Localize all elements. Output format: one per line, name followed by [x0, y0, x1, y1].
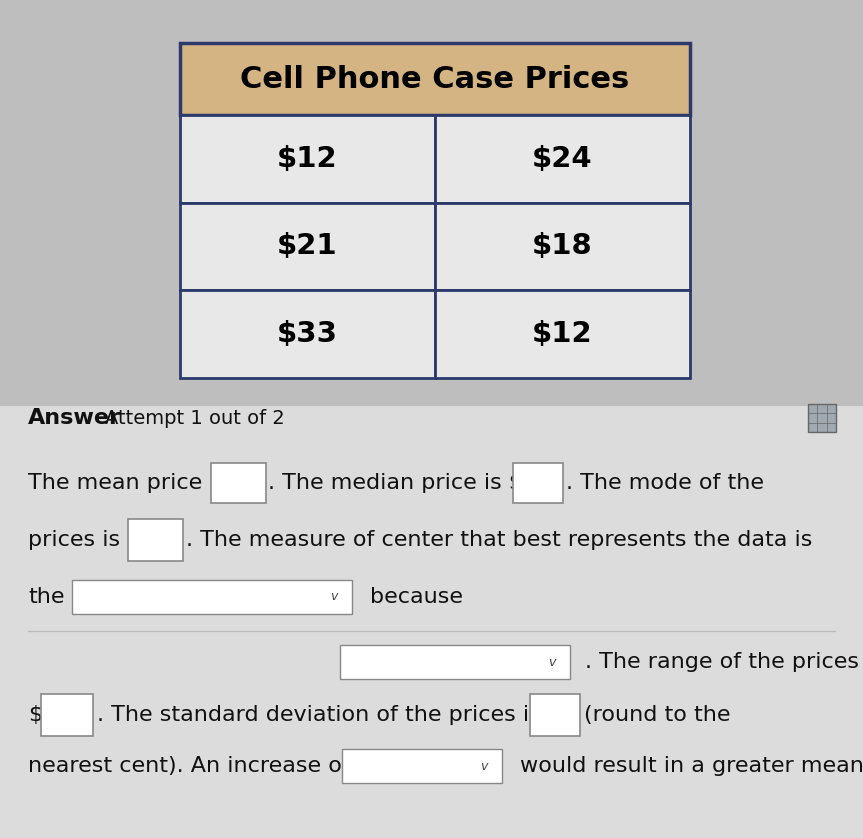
Text: . The median price is $: . The median price is $ — [268, 473, 523, 493]
Bar — [435, 115, 690, 203]
Text: The mean price is $: The mean price is $ — [28, 473, 249, 493]
Bar — [180, 115, 435, 203]
Bar — [808, 404, 836, 432]
Bar — [128, 519, 182, 561]
Text: $33: $33 — [277, 320, 338, 348]
Text: Answer: Answer — [28, 408, 121, 428]
Bar — [180, 203, 435, 290]
Text: $18: $18 — [532, 232, 593, 261]
Bar — [211, 463, 266, 503]
Text: $12: $12 — [532, 320, 593, 348]
Text: $12: $12 — [277, 145, 337, 173]
Text: (round to the: (round to the — [584, 705, 730, 725]
Bar — [41, 694, 93, 736]
Bar — [72, 580, 352, 614]
Bar — [530, 694, 580, 736]
Text: . The standard deviation of the prices is $: . The standard deviation of the prices i… — [97, 705, 562, 725]
Text: $: $ — [28, 705, 42, 725]
Bar — [340, 645, 570, 679]
Text: would result in a greater mean: would result in a greater mean — [520, 756, 863, 776]
Text: $24: $24 — [532, 145, 593, 173]
Text: . The measure of center that best represents the data is: . The measure of center that best repres… — [186, 530, 812, 550]
Text: v: v — [331, 591, 337, 603]
Bar — [435, 290, 690, 378]
Text: v: v — [548, 655, 556, 669]
Text: the: the — [28, 587, 65, 607]
Text: because: because — [370, 587, 463, 607]
Bar — [435, 203, 690, 290]
Bar — [513, 463, 563, 503]
Text: . The mode of the: . The mode of the — [566, 473, 764, 493]
Bar — [180, 290, 435, 378]
Text: $21: $21 — [277, 232, 337, 261]
Text: . The range of the prices is: . The range of the prices is — [585, 652, 863, 672]
Text: nearest cent). An increase of: nearest cent). An increase of — [28, 756, 350, 776]
Text: Cell Phone Case Prices: Cell Phone Case Prices — [241, 65, 630, 94]
Text: v: v — [481, 759, 488, 773]
Bar — [180, 43, 690, 115]
Bar — [342, 749, 502, 783]
Bar — [0, 406, 863, 838]
Text: Attempt 1 out of 2: Attempt 1 out of 2 — [105, 408, 285, 427]
Text: prices is $: prices is $ — [28, 530, 142, 550]
Bar — [0, 0, 863, 406]
